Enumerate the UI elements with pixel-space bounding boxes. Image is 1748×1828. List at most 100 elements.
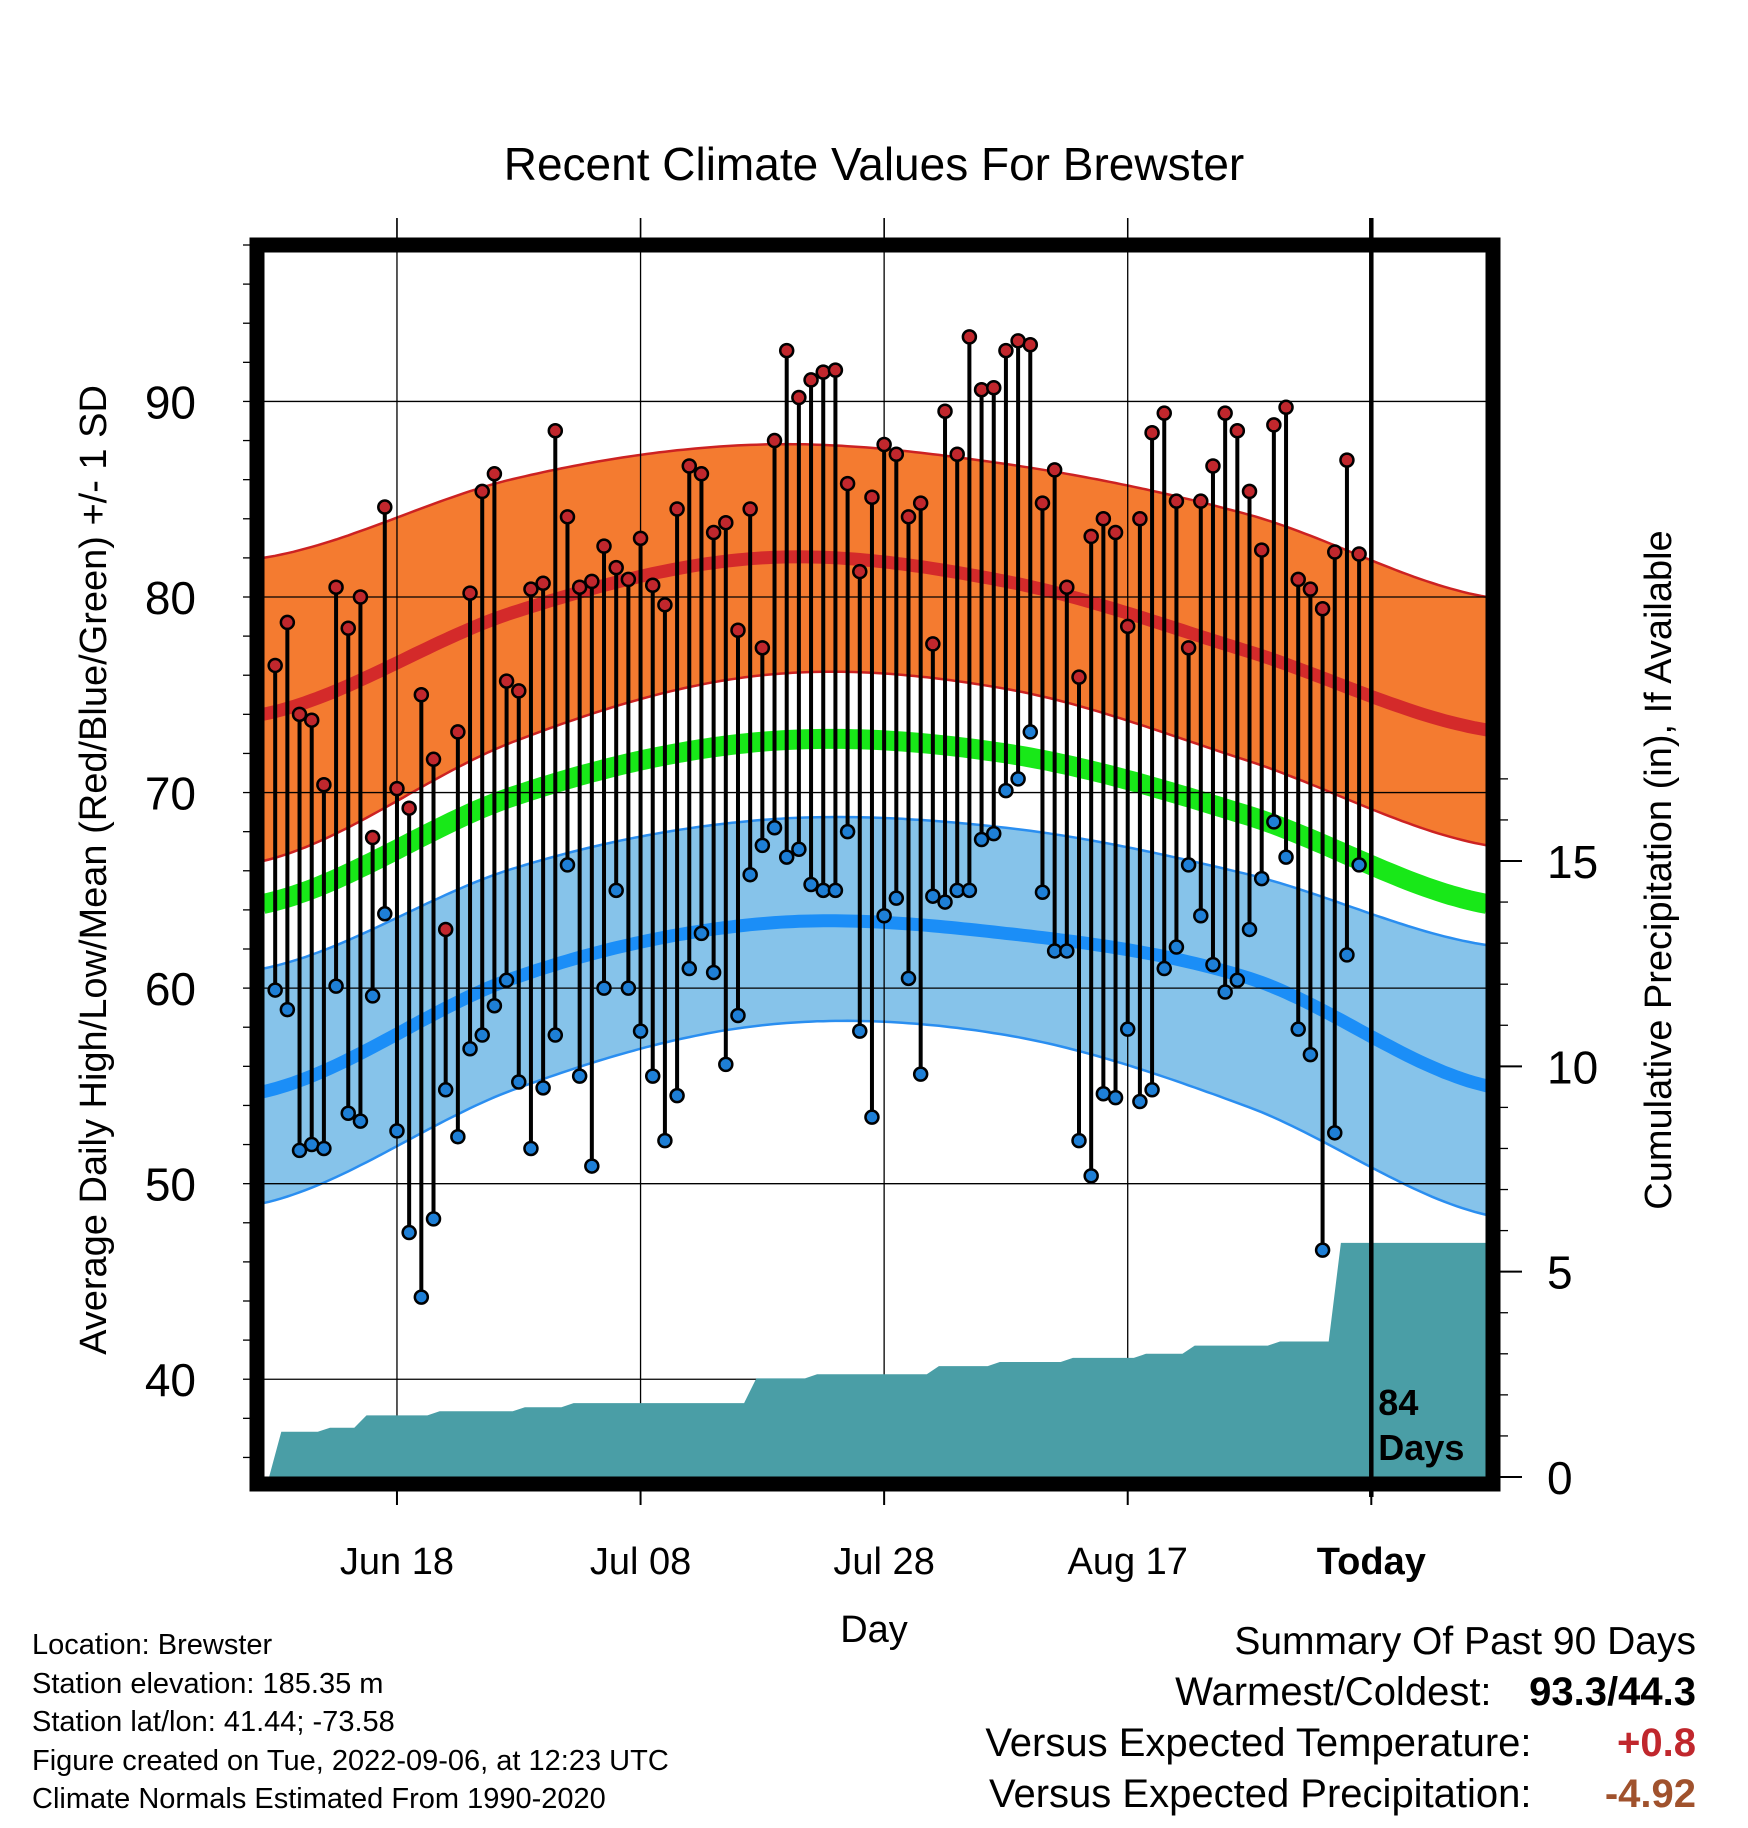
daily-high-point (401, 800, 417, 816)
daily-high-point (876, 436, 892, 453)
daily-high-point (1193, 493, 1209, 509)
y-tick-label: 60 (145, 963, 196, 1015)
daily-high-point (620, 571, 637, 588)
daily-high-point (657, 597, 673, 613)
daily-low-point (925, 888, 941, 904)
daily-low-point (876, 908, 892, 924)
daily-high-point (328, 579, 344, 595)
y2-tick-label: 10 (1547, 1041, 1598, 1093)
summary-title: Summary Of Past 90 Days (1234, 1620, 1696, 1663)
daily-high-point (1241, 483, 1258, 500)
daily-low-point (535, 1080, 551, 1096)
daily-high-point (498, 673, 515, 689)
x-tick-label: Aug 17 (1067, 1541, 1187, 1583)
daily-high-point (985, 380, 1002, 396)
daily-high-point (1046, 462, 1063, 478)
y2-axis-label: Cumulative Precipitation (in), If Availa… (1638, 530, 1680, 1209)
daily-high-point (1132, 511, 1148, 527)
daily-high-point (364, 829, 381, 846)
daily-low-point (1180, 857, 1197, 873)
daily-high-point (377, 499, 393, 515)
daily-low-point (1290, 1021, 1306, 1037)
y-tick-label: 50 (145, 1159, 196, 1211)
daily-low-point (328, 978, 344, 994)
daily-high-point (437, 921, 454, 938)
daily-low-point (778, 849, 795, 865)
daily-low-point (584, 1158, 600, 1174)
daily-high-point (474, 483, 490, 500)
y-tick-label: 90 (145, 376, 196, 428)
daily-low-point (267, 982, 283, 998)
daily-high-point (608, 559, 624, 576)
daily-high-point (584, 573, 600, 590)
daily-low-point (1156, 960, 1173, 977)
daily-high-point (644, 577, 661, 594)
low-band-lower-edge (262, 1019, 1488, 1217)
daily-high-point (900, 509, 917, 525)
daily-high-point (389, 780, 405, 797)
daily-low-point (596, 980, 612, 996)
daily-low-point (1229, 972, 1246, 989)
daily-high-point (1180, 640, 1197, 656)
daily-high-point (547, 423, 564, 439)
daily-high-point (1022, 336, 1039, 353)
daily-low-point (705, 964, 722, 981)
daily-low-point (766, 820, 783, 836)
daily-low-point (1071, 1132, 1087, 1149)
daily-high-point (681, 458, 698, 474)
daily-high-point (413, 687, 430, 703)
daily-low-point (839, 823, 856, 840)
daily-high-point (1229, 423, 1246, 439)
y-tick-label: 80 (145, 572, 196, 624)
daily-low-point (608, 882, 624, 899)
daily-high-point (279, 614, 296, 631)
daily-high-point (559, 509, 576, 525)
precip-departure-value: -4.92 (1604, 1772, 1696, 1816)
x-tick-label: Today (1317, 1541, 1426, 1583)
daily-high-point (937, 403, 953, 419)
daily-high-point (1253, 542, 1270, 558)
daily-high-point (778, 342, 795, 359)
daily-high-point (1217, 405, 1233, 421)
daily-high-point (1314, 600, 1331, 617)
daily-high-point (316, 776, 332, 793)
daily-low-point (864, 1109, 880, 1125)
daily-high-point (1302, 581, 1319, 597)
x-tick-label: Jul 28 (833, 1541, 934, 1583)
warm-cold-label: Warmest/Coldest: (1175, 1670, 1492, 1714)
chart-title: Recent Climate Values For Brewster (504, 138, 1245, 190)
daily-low-point (961, 882, 978, 899)
daily-low-point (1059, 943, 1075, 959)
daily-low-point (1327, 1125, 1343, 1141)
daily-low-point (985, 825, 1002, 842)
daily-high-point (815, 364, 831, 380)
daily-low-point (632, 1023, 649, 1039)
daily-high-point (1327, 544, 1343, 560)
daily-low-point (1193, 908, 1209, 924)
daily-high-point (267, 657, 283, 674)
daily-high-point (791, 389, 807, 406)
daily-low-point (754, 837, 771, 854)
daily-high-point (669, 501, 685, 517)
info-elevation: Station elevation: 185.35 m (32, 1667, 384, 1700)
summary-panel: Summary Of Past 90 Days Warmest/Coldest:… (985, 1616, 1696, 1820)
daily-low-point (462, 1040, 478, 1057)
daily-low-point (973, 831, 990, 848)
daily-high-point (912, 495, 929, 511)
daily-low-point (803, 876, 819, 893)
daily-high-point (852, 563, 868, 580)
daily-low-point (1266, 814, 1282, 830)
daily-high-point (450, 724, 466, 740)
daily-low-point (486, 997, 503, 1014)
daily-low-point (1253, 870, 1270, 887)
daily-high-point (352, 589, 369, 605)
daily-low-point (742, 866, 758, 883)
high-band-lower-edge (262, 670, 1488, 863)
high-normal-band (263, 444, 1487, 861)
daily-high-point (425, 751, 442, 768)
daily-low-point (900, 970, 917, 987)
daily-high-point (1119, 618, 1136, 635)
daily-high-point (998, 342, 1014, 359)
daily-low-point (1314, 1242, 1331, 1258)
